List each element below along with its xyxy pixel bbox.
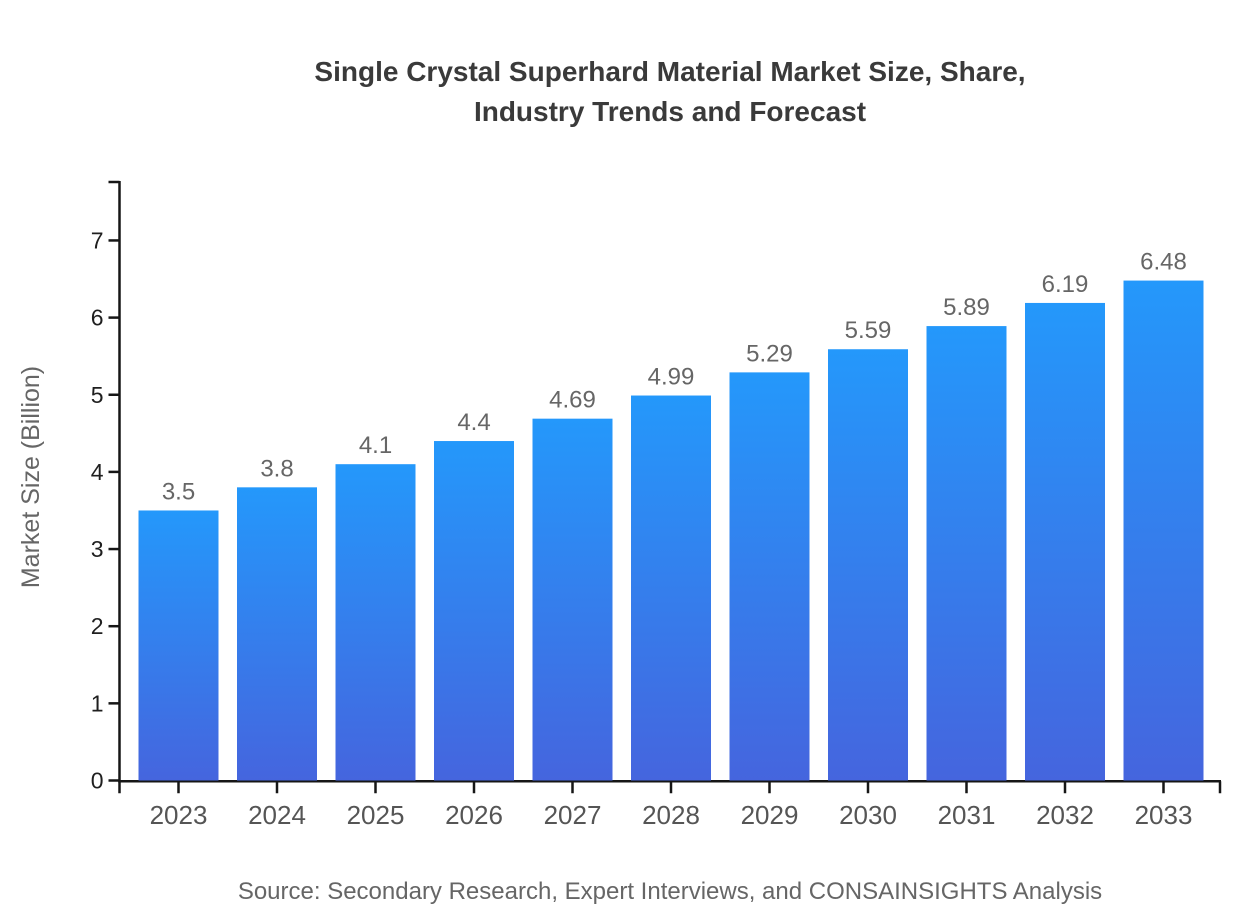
y-axis-tick-label: 1 bbox=[91, 690, 104, 716]
x-tick-label-2032: 2032 bbox=[1036, 800, 1094, 830]
x-tick-label-2025: 2025 bbox=[347, 800, 405, 830]
x-tick-label-2031: 2031 bbox=[938, 800, 996, 830]
x-tick-label-2033: 2033 bbox=[1135, 800, 1193, 830]
bar-2027 bbox=[532, 418, 613, 781]
bar-value-label-2031: 5.89 bbox=[943, 294, 990, 321]
x-tick-label-2028: 2028 bbox=[642, 800, 700, 830]
chart-title-line1: Single Crystal Superhard Material Market… bbox=[314, 56, 1026, 87]
bar-value-label-2023: 3.5 bbox=[162, 478, 195, 505]
bar-2026 bbox=[434, 441, 514, 781]
y-axis-tick-label: 7 bbox=[91, 227, 104, 253]
bar-2033 bbox=[1123, 280, 1204, 781]
x-tick-label-2029: 2029 bbox=[741, 800, 799, 830]
bar-2028 bbox=[631, 395, 711, 781]
x-tick-label-2026: 2026 bbox=[445, 800, 503, 830]
bar-value-label-2032: 6.19 bbox=[1042, 271, 1089, 298]
bar-value-label-2026: 4.4 bbox=[457, 409, 490, 436]
bar-2024 bbox=[237, 487, 317, 781]
chart-title-line2: Industry Trends and Forecast bbox=[473, 96, 867, 127]
x-tick-label-2024: 2024 bbox=[248, 800, 306, 830]
bar-value-label-2027: 4.69 bbox=[549, 387, 596, 414]
bar-2023 bbox=[138, 510, 219, 781]
x-tick-label-2027: 2027 bbox=[544, 800, 602, 830]
y-axis-tick-label: 6 bbox=[91, 305, 104, 331]
y-axis-tick-label: 0 bbox=[91, 768, 104, 794]
chart-title: Single Crystal Superhard Material Market… bbox=[120, 52, 1220, 132]
y-axis-tick-label: 4 bbox=[91, 459, 104, 485]
bar-2030 bbox=[828, 349, 908, 781]
y-axis-tick-label: 5 bbox=[91, 382, 104, 408]
bar-2032 bbox=[1025, 302, 1105, 781]
y-axis-tick-label: 2 bbox=[91, 613, 104, 639]
bar-2025 bbox=[335, 464, 416, 781]
y-axis-tick-label: 3 bbox=[91, 536, 104, 562]
source-note: Source: Secondary Research, Expert Inter… bbox=[237, 878, 1103, 905]
bar-value-label-2028: 4.99 bbox=[648, 364, 695, 391]
x-tick-label-2030: 2030 bbox=[839, 800, 897, 830]
bar-value-label-2029: 5.29 bbox=[746, 340, 793, 367]
x-tick-label-2023: 2023 bbox=[150, 800, 208, 830]
bar-value-label-2030: 5.59 bbox=[845, 317, 892, 344]
bar-value-label-2025: 4.1 bbox=[359, 432, 392, 459]
bar-value-label-2033: 6.48 bbox=[1140, 249, 1187, 276]
bar-2029 bbox=[729, 372, 810, 781]
bar-value-label-2024: 3.8 bbox=[260, 455, 293, 482]
bar-2031 bbox=[926, 326, 1007, 781]
